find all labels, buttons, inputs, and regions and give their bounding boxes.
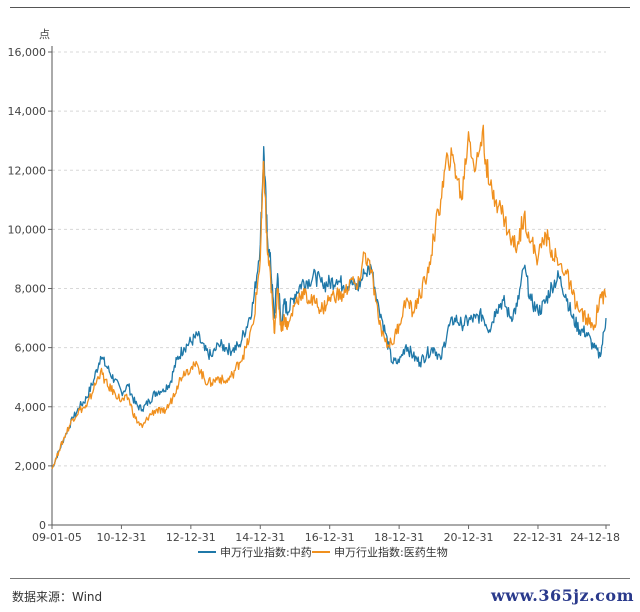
x-axis: 09-01-05 10-12-31 12-12-31 14-12-31 16-12-31… — [32, 524, 620, 544]
series-line-1 — [51, 145, 607, 470]
x-tick-label: 16-12-31 — [305, 531, 355, 544]
x-tick-label: 10-12-31 — [96, 531, 146, 544]
x-tick-label: 20-12-31 — [444, 531, 494, 544]
legend-label-2: 申万行业指数:医药生物 — [334, 545, 448, 559]
y-tick-label: 0 — [39, 519, 46, 532]
y-tick-label: 16,000 — [8, 46, 47, 59]
source-note: 数据来源：Wind — [12, 590, 103, 604]
y-tick-label: 8,000 — [15, 283, 47, 296]
x-tick-label: 24-12-18 — [570, 531, 620, 544]
x-tick-label: 22-12-31 — [513, 531, 563, 544]
x-tick-label: 14-12-31 — [235, 531, 285, 544]
legend-label-1: 申万行业指数:中药 — [220, 545, 312, 559]
watermark: www.365jz.com — [491, 586, 634, 605]
y-tick-label: 10,000 — [8, 223, 47, 236]
y-tick-label: 2,000 — [15, 460, 47, 473]
x-tick-label: 09-01-05 — [32, 531, 82, 544]
line-chart: 点 0 2,000 4,000 6,000 8,000 10,000 12,000 14,000… — [8, 28, 621, 559]
plot-area — [51, 124, 607, 470]
bottom-rule — [10, 578, 630, 579]
series-line-2 — [51, 124, 607, 470]
x-tick-label: 18-12-31 — [374, 531, 424, 544]
legend: 申万行业指数:中药 申万行业指数:医药生物 — [198, 545, 448, 559]
x-tick-label: 12-12-31 — [166, 531, 216, 544]
y-axis: 点 0 2,000 4,000 6,000 8,000 10,000 12,000 14,000… — [8, 28, 53, 532]
y-axis-unit-label: 点 — [39, 28, 50, 41]
y-tick-label: 6,000 — [15, 342, 47, 355]
y-tick-label: 12,000 — [8, 164, 47, 177]
top-rule — [10, 7, 630, 8]
y-tick-label: 4,000 — [15, 401, 47, 414]
y-tick-label: 14,000 — [8, 105, 47, 118]
